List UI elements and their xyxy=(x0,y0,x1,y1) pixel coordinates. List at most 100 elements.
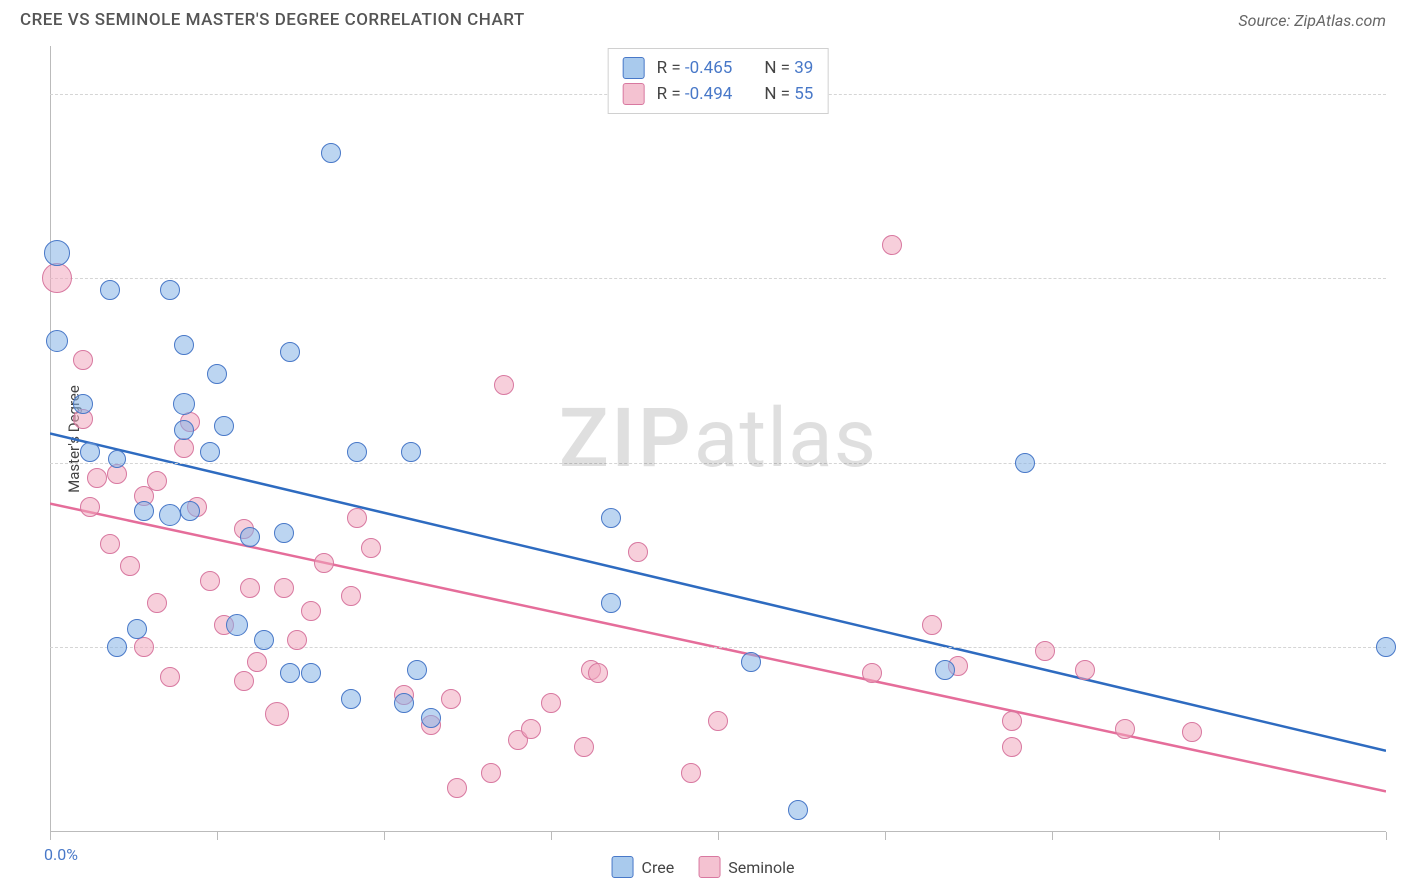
x-tick xyxy=(551,832,552,840)
scatter-point-seminole xyxy=(265,702,289,726)
scatter-point-seminole xyxy=(87,468,107,488)
scatter-point-cree xyxy=(254,630,274,650)
scatter-point-seminole xyxy=(681,763,701,783)
x-tick xyxy=(384,832,385,840)
scatter-point-seminole xyxy=(361,538,381,558)
swatch-cree-icon xyxy=(623,57,645,79)
scatter-point-cree xyxy=(1015,453,1035,473)
scatter-point-cree xyxy=(601,508,621,528)
scatter-point-cree xyxy=(240,527,260,547)
x-tick xyxy=(718,832,719,840)
scatter-point-cree xyxy=(80,442,100,462)
stat-row-seminole: R = -0.494 N = 55 xyxy=(623,81,814,107)
scatter-point-cree xyxy=(174,420,194,440)
scatter-point-seminole xyxy=(494,375,514,395)
y-tick-label: 15.0% xyxy=(1396,269,1406,288)
y-axis-line xyxy=(50,46,51,832)
scatter-point-cree xyxy=(1376,637,1396,657)
scatter-point-seminole xyxy=(147,593,167,613)
legend-item-seminole: Seminole xyxy=(698,856,794,878)
scatter-point-seminole xyxy=(1002,737,1022,757)
scatter-point-seminole xyxy=(42,263,72,293)
x-tick xyxy=(885,832,886,840)
scatter-point-seminole xyxy=(200,571,220,591)
scatter-point-cree xyxy=(407,660,427,680)
gridline xyxy=(50,647,1386,648)
swatch-seminole-icon xyxy=(623,83,645,105)
scatter-point-seminole xyxy=(628,542,648,562)
scatter-point-cree xyxy=(274,523,294,543)
scatter-point-seminole xyxy=(922,615,942,635)
scatter-point-cree xyxy=(601,593,621,613)
x-label-left: 0.0% xyxy=(44,845,78,864)
x-tick xyxy=(1052,832,1053,840)
scatter-point-seminole xyxy=(120,556,140,576)
scatter-point-cree xyxy=(226,614,248,636)
scatter-point-seminole xyxy=(481,763,501,783)
scatter-point-cree xyxy=(347,442,367,462)
scatter-point-cree xyxy=(321,143,341,163)
scatter-point-cree xyxy=(174,335,194,355)
scatter-point-cree xyxy=(180,501,200,521)
scatter-point-cree xyxy=(108,450,126,468)
scatter-point-seminole xyxy=(174,438,194,458)
scatter-point-cree xyxy=(214,416,234,436)
scatter-point-seminole xyxy=(862,663,882,683)
legend-label-cree: Cree xyxy=(642,858,675,877)
scatter-point-cree xyxy=(159,504,181,526)
legend-item-cree: Cree xyxy=(612,856,675,878)
legend-label-seminole: Seminole xyxy=(728,858,794,877)
x-tick xyxy=(1386,832,1387,840)
scatter-point-seminole xyxy=(574,737,594,757)
scatter-point-cree xyxy=(301,663,321,683)
x-tick xyxy=(50,832,51,840)
scatter-point-cree xyxy=(173,393,195,415)
scatter-point-seminole xyxy=(541,693,561,713)
scatter-point-cree xyxy=(73,394,93,414)
scatter-point-seminole xyxy=(1035,641,1055,661)
y-tick-label: 20.0% xyxy=(1396,84,1406,103)
scatter-point-seminole xyxy=(147,471,167,491)
x-tick xyxy=(1219,832,1220,840)
scatter-point-seminole xyxy=(1002,711,1022,731)
scatter-point-seminole xyxy=(100,534,120,554)
scatter-point-seminole xyxy=(80,497,100,517)
scatter-point-cree xyxy=(935,660,955,680)
watermark: ZIPatlas xyxy=(559,391,877,487)
stat-box: R = -0.465 N = 39 R = -0.494 N = 55 xyxy=(608,48,829,114)
scatter-point-cree xyxy=(401,442,421,462)
y-tick-label: 10.0% xyxy=(1396,453,1406,472)
scatter-point-seminole xyxy=(708,711,728,731)
gridline xyxy=(50,463,1386,464)
scatter-point-seminole xyxy=(882,235,902,255)
scatter-point-cree xyxy=(100,280,120,300)
scatter-point-seminole xyxy=(160,667,180,687)
chart-area: Master's Degree ZIPatlas R = -0.465 N = … xyxy=(50,46,1386,832)
legend-bottom: Cree Seminole xyxy=(612,856,795,878)
scatter-point-cree xyxy=(46,330,68,352)
y-tick-label: 5.0% xyxy=(1396,638,1406,657)
scatter-point-cree xyxy=(207,364,227,384)
scatter-point-seminole xyxy=(441,689,461,709)
stat-row-cree: R = -0.465 N = 39 xyxy=(623,55,814,81)
scatter-point-seminole xyxy=(314,553,334,573)
chart-title: CREE VS SEMINOLE MASTER'S DEGREE CORRELA… xyxy=(20,10,525,30)
scatter-point-cree xyxy=(160,280,180,300)
scatter-point-seminole xyxy=(73,350,93,370)
x-tick xyxy=(217,832,218,840)
scatter-point-seminole xyxy=(240,578,260,598)
scatter-point-seminole xyxy=(234,671,254,691)
source-label: Source: ZipAtlas.com xyxy=(1238,11,1386,30)
legend-swatch-seminole-icon xyxy=(698,856,720,878)
scatter-point-cree xyxy=(134,501,154,521)
scatter-point-cree xyxy=(394,693,414,713)
chart-header: CREE VS SEMINOLE MASTER'S DEGREE CORRELA… xyxy=(0,0,1406,36)
scatter-point-cree xyxy=(127,619,147,639)
scatter-point-seminole xyxy=(247,652,267,672)
scatter-point-cree xyxy=(341,689,361,709)
scatter-point-seminole xyxy=(274,578,294,598)
scatter-point-seminole xyxy=(301,601,321,621)
scatter-point-cree xyxy=(44,240,70,266)
scatter-point-seminole xyxy=(1182,722,1202,742)
legend-swatch-cree-icon xyxy=(612,856,634,878)
